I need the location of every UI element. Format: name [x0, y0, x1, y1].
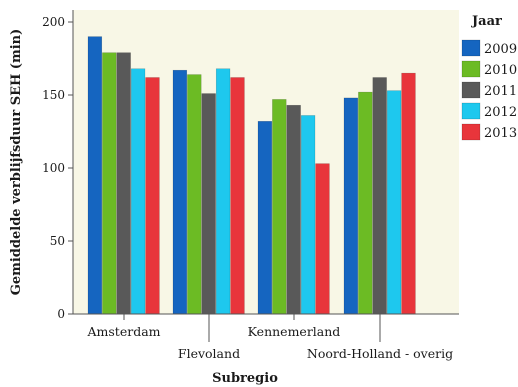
- legend-label-2010: 2010: [484, 63, 517, 78]
- bar-2010-0: [102, 52, 117, 315]
- legend-label-2012: 2012: [484, 105, 517, 120]
- bar-2013-1: [230, 77, 245, 315]
- bar-2011-1: [201, 93, 216, 315]
- bars-group: [87, 36, 416, 315]
- legend-label-2011: 2011: [484, 84, 517, 99]
- bar-2010-1: [187, 74, 202, 315]
- legend: Jaar 2009 2010 2011 2012 2013: [461, 14, 517, 141]
- y-tick-label: 0: [57, 307, 65, 321]
- legend-label-2013: 2013: [484, 126, 517, 141]
- y-tick-label: 50: [50, 234, 65, 248]
- bar-2013-0: [145, 77, 160, 315]
- y-axis-title: Gemiddelde verblijfsduur SEH (min): [9, 29, 24, 296]
- legend-swatch-2010: [461, 60, 481, 78]
- legend-label-2009: 2009: [484, 42, 517, 57]
- bar-2009-0: [87, 36, 103, 315]
- legend-swatch-2011: [461, 81, 481, 99]
- x-category-label: Noord-Holland - overig: [307, 346, 453, 361]
- bar-2011-0: [116, 52, 131, 315]
- x-category-label: Flevoland: [178, 346, 240, 361]
- x-category-label: Amsterdam: [87, 324, 161, 339]
- y-axis: 0 50 100 150 200: [42, 10, 74, 321]
- legend-title: Jaar: [471, 14, 502, 29]
- bar-2009-3: [343, 97, 359, 315]
- legend-swatch-2012: [461, 102, 481, 120]
- bar-2009-1: [172, 69, 188, 315]
- bar-2013-3: [401, 72, 416, 315]
- x-axis-title: Subregio: [212, 371, 278, 386]
- bar-2012-3: [386, 90, 402, 315]
- bar-2010-3: [358, 91, 373, 315]
- y-tick-label: 100: [42, 161, 65, 175]
- bar-2011-3: [372, 77, 387, 315]
- legend-swatch-2013: [461, 123, 481, 141]
- bar-2012-0: [130, 68, 146, 315]
- x-category-label: Kennemerland: [248, 324, 341, 339]
- y-tick-label: 150: [42, 88, 65, 102]
- bar-2010-2: [272, 99, 287, 315]
- bar-2009-2: [257, 121, 273, 315]
- bar-2011-2: [286, 104, 301, 315]
- legend-swatch-2009: [461, 39, 481, 57]
- bar-2012-1: [215, 68, 231, 315]
- bar-2013-2: [315, 163, 330, 315]
- x-axis: Amsterdam Flevoland Kennemerland Noord-Holl…: [73, 313, 459, 361]
- y-tick-label: 200: [42, 15, 65, 29]
- bar-2012-2: [300, 115, 316, 315]
